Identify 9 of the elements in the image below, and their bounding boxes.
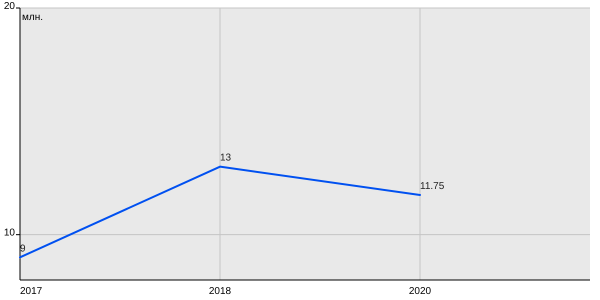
x-tick-label: 2020 — [408, 286, 432, 297]
y-axis-title: млн. — [22, 12, 44, 23]
data-label: 9 — [20, 243, 26, 254]
data-label: 13 — [220, 152, 232, 164]
x-tick-label: 2018 — [208, 286, 232, 297]
y-tick-label: 10 — [4, 228, 16, 239]
x-tick-label: 2017 — [20, 286, 43, 297]
data-label: 11.75 — [420, 181, 445, 192]
y-tick-label: 20 — [4, 1, 16, 12]
